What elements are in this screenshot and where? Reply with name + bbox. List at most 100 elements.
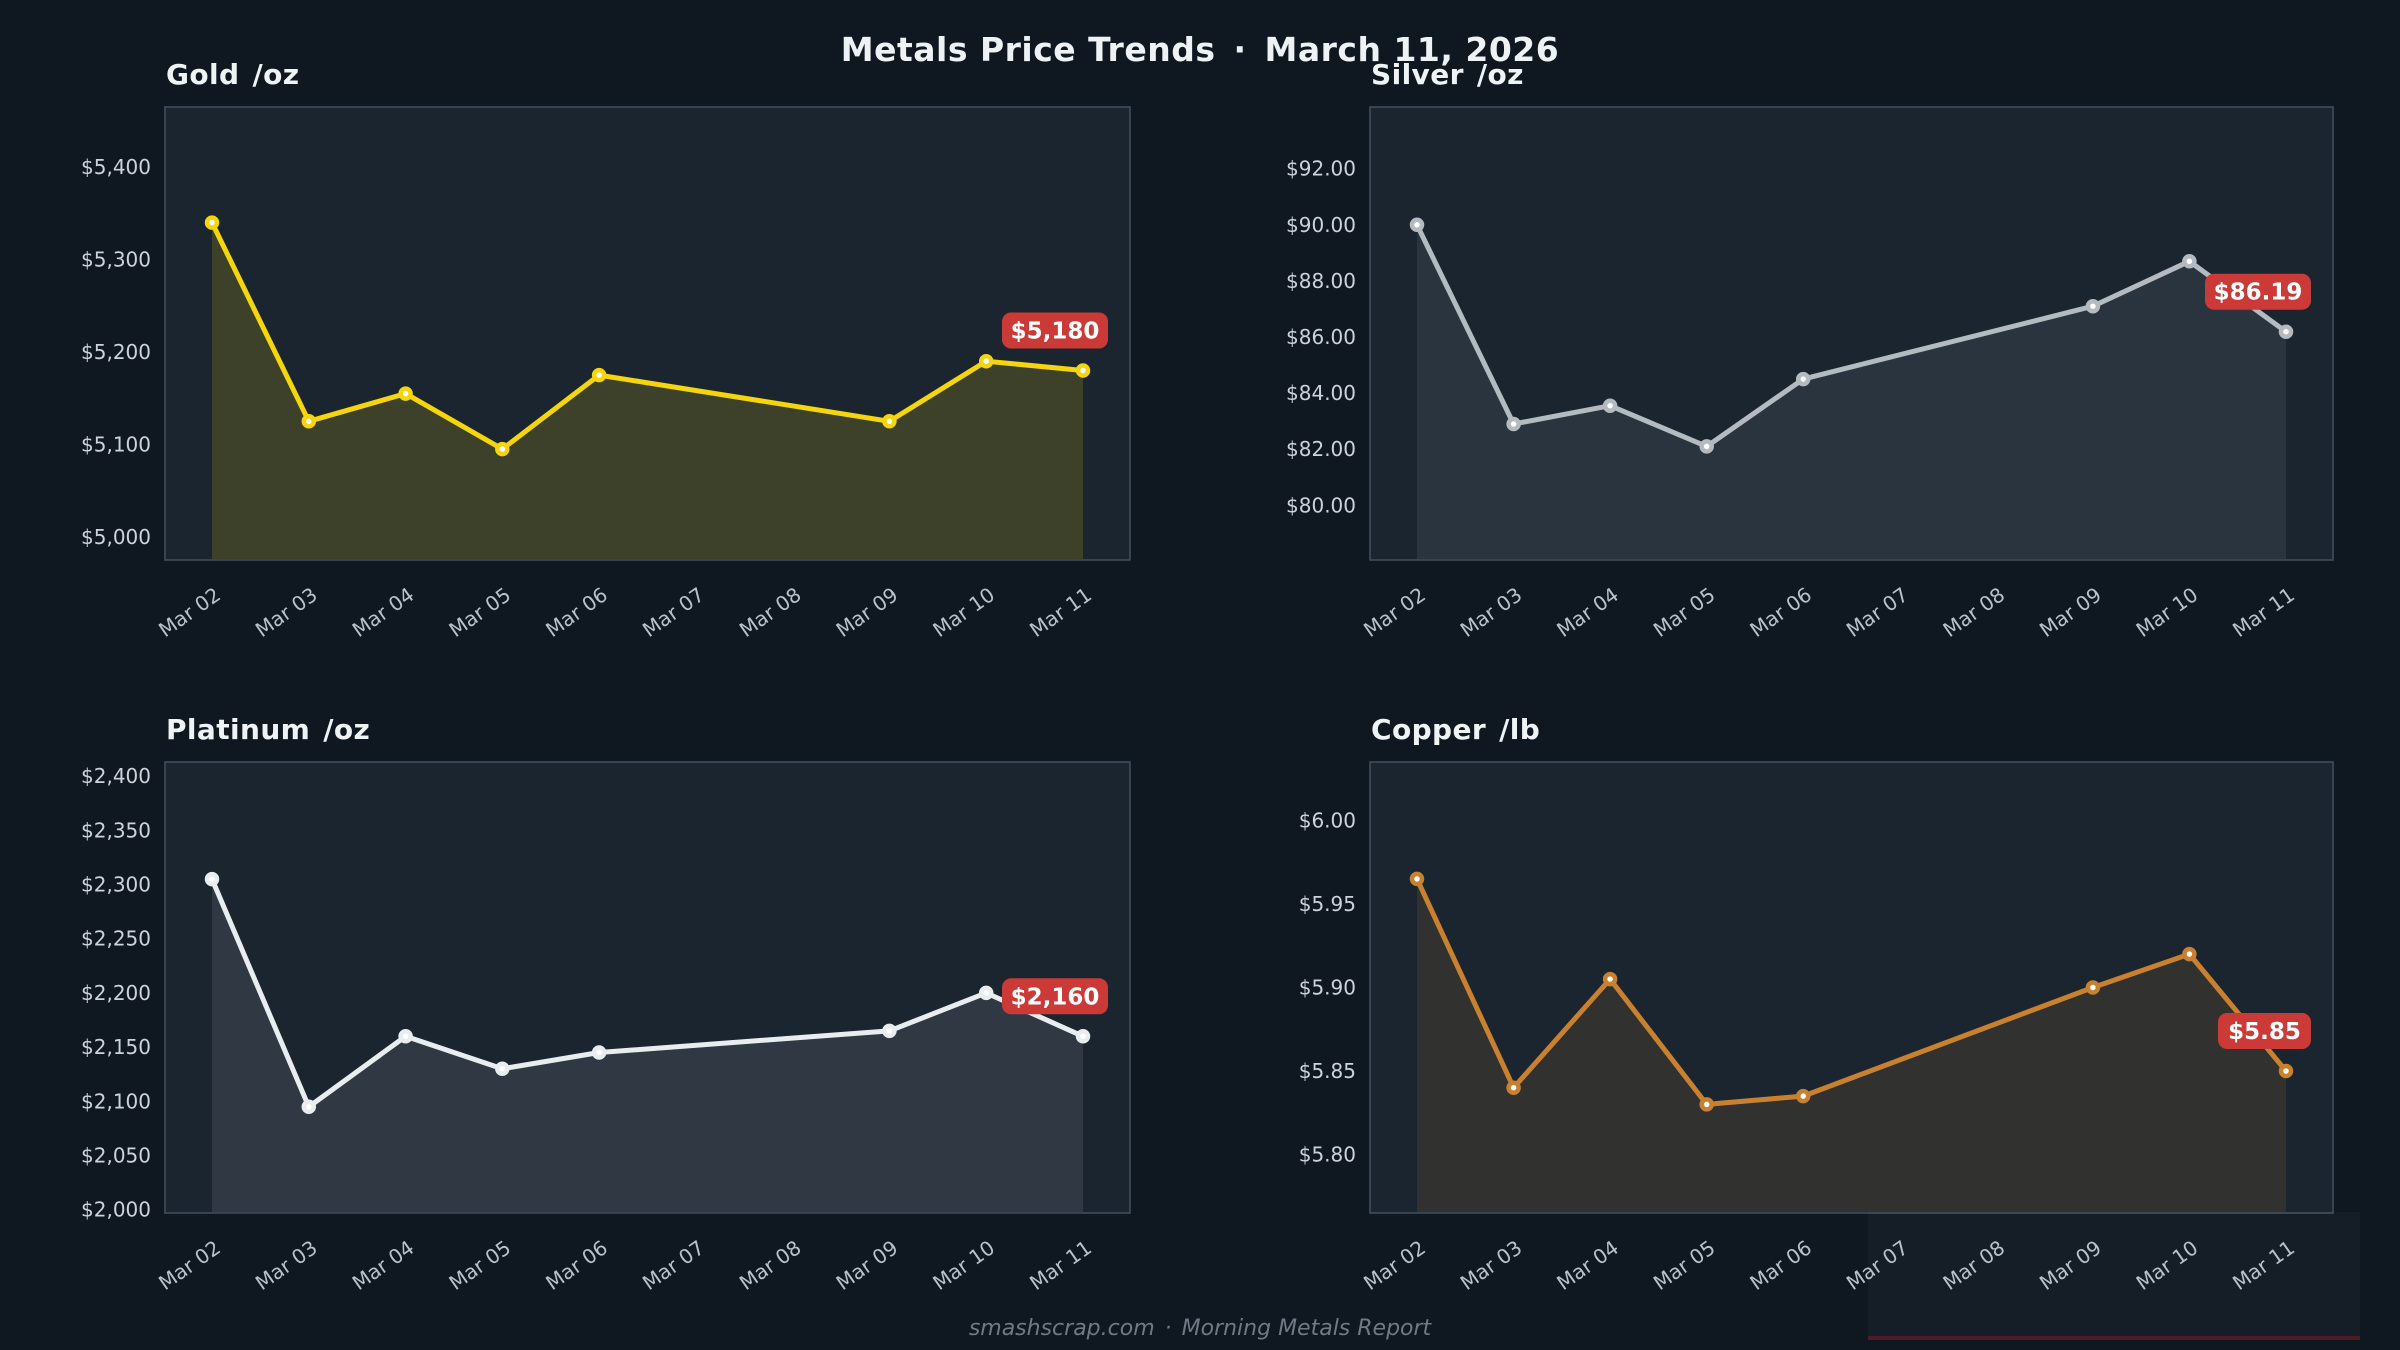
data-point-silver: [2085, 298, 2101, 314]
y-tick-label-gold: $5,100: [81, 432, 151, 456]
x-tick-label-copper: Mar 02: [1359, 1235, 1430, 1295]
x-tick-label-copper: Mar 04: [1552, 1235, 1623, 1295]
metal-name: Platinum: [166, 713, 311, 746]
x-tick-label-copper: Mar 03: [1456, 1235, 1527, 1295]
metal-unit: /lb: [1499, 713, 1541, 746]
metal-name: Silver: [1371, 58, 1464, 91]
x-tick-label-platinum: Mar 10: [928, 1235, 999, 1295]
x-tick-label-platinum: Mar 04: [348, 1235, 419, 1295]
data-point-copper: [1506, 1080, 1521, 1095]
x-tick-label-silver: Mar 02: [1359, 582, 1430, 642]
x-tick-label-platinum: Mar 07: [638, 1235, 709, 1295]
data-point-platinum: [1075, 1029, 1091, 1044]
data-point-silver: [1602, 398, 1618, 413]
x-tick-label-gold: Mar 07: [638, 582, 709, 642]
y-tick-label-copper: $5.80: [1299, 1143, 1356, 1167]
chart-title-gold: Gold/oz: [166, 58, 299, 92]
series-area-platinum: [212, 879, 1083, 1212]
x-tick-label-gold: Mar 09: [832, 582, 903, 642]
series-line-gold: [209, 220, 1086, 452]
last-value-badge-platinum: [1002, 978, 1108, 1015]
y-tick-label-copper: $5.90: [1299, 976, 1356, 1000]
y-tick-label-platinum: $2,150: [81, 1035, 151, 1059]
x-tick-label-platinum: Mar 11: [1025, 1235, 1096, 1295]
x-tick-label-platinum: Mar 06: [541, 1235, 612, 1295]
data-point-gold: [591, 367, 607, 383]
y-tick-label-gold: $5,300: [81, 248, 151, 272]
data-point-copper: [1699, 1097, 1714, 1112]
metal-unit: /oz: [252, 58, 300, 91]
x-tick-label-silver: Mar 09: [2035, 582, 2106, 642]
x-tick-label-platinum: Mar 02: [154, 1235, 225, 1295]
artifact-overlay: [1868, 1212, 2360, 1340]
plot-area-gold: [164, 106, 1131, 561]
data-point-silver: [1795, 371, 1811, 387]
y-tick-label-silver: $80.00: [1286, 493, 1356, 517]
x-tick-label-silver: Mar 04: [1552, 582, 1623, 642]
data-point-copper: [2182, 946, 2197, 962]
chart-title-silver: Silver/oz: [1371, 58, 1524, 92]
y-tick-label-platinum: $2,250: [81, 927, 151, 951]
data-point-silver: [2278, 324, 2294, 339]
data-point-silver: [1409, 217, 1425, 233]
x-tick-label-gold: Mar 05: [444, 582, 515, 642]
x-tick-label-silver: Mar 05: [1649, 582, 1720, 642]
plot-area-copper: [1369, 761, 2334, 1214]
series-line-copper: [1414, 876, 2289, 1107]
metal-unit: /oz: [1476, 58, 1524, 91]
metal-name: Gold: [166, 58, 240, 91]
last-value-label-copper: $5.85: [2228, 1019, 2301, 1045]
data-point-gold: [978, 353, 994, 369]
x-tick-label-copper: Mar 05: [1649, 1235, 1720, 1295]
data-point-platinum: [495, 1061, 510, 1077]
x-tick-label-gold: Mar 03: [251, 582, 322, 642]
metal-name: Copper: [1371, 713, 1487, 746]
footer-report-name: Morning Metals Report: [1181, 1316, 1432, 1341]
data-point-platinum: [204, 871, 220, 887]
y-tick-label-platinum: $2,350: [81, 818, 151, 842]
page-title: Metals Price Trends · March 11, 2026: [0, 30, 2400, 69]
x-tick-label-silver: Mar 07: [1842, 582, 1913, 642]
y-tick-label-silver: $90.00: [1286, 213, 1356, 237]
data-point-gold: [495, 441, 510, 457]
x-tick-label-platinum: Mar 09: [832, 1235, 903, 1295]
x-tick-label-gold: Mar 10: [928, 582, 999, 642]
y-tick-label-gold: $5,200: [81, 340, 151, 364]
y-tick-label-copper: $5.85: [1299, 1059, 1356, 1083]
series-area-copper: [1417, 878, 2286, 1212]
x-tick-label-gold: Mar 02: [154, 582, 225, 642]
series-area-gold: [212, 222, 1083, 559]
x-tick-label-gold: Mar 04: [348, 582, 419, 642]
y-tick-label-platinum: $2,400: [81, 764, 151, 788]
page-title-date: March 11, 2026: [1264, 30, 1560, 69]
y-tick-label-gold: $5,400: [81, 155, 151, 179]
y-tick-label-platinum: $2,200: [81, 981, 151, 1005]
last-value-label-platinum: $2,160: [1011, 984, 1100, 1010]
y-tick-label-silver: $82.00: [1286, 437, 1356, 461]
series-line-silver: [1414, 222, 2289, 449]
data-point-copper: [1602, 971, 1618, 987]
series-area-silver: [1417, 224, 2286, 560]
chart-title-copper: Copper/lb: [1371, 713, 1540, 747]
footer-site: smashscrap.com: [968, 1316, 1155, 1341]
y-tick-label-platinum: $2,100: [81, 1089, 151, 1113]
x-tick-label-silver: Mar 08: [1938, 582, 2009, 642]
page-footer: smashscrap.com · Morning Metals Report: [0, 1316, 2400, 1341]
x-tick-label-platinum: Mar 05: [444, 1235, 515, 1295]
last-value-label-gold: $5,180: [1011, 319, 1100, 345]
y-tick-label-silver: $88.00: [1286, 269, 1356, 293]
x-tick-label-gold: Mar 11: [1025, 582, 1096, 642]
data-point-gold: [1075, 363, 1091, 378]
y-tick-label-gold: $5,000: [81, 525, 151, 549]
data-point-silver: [2182, 254, 2197, 269]
data-point-gold: [882, 414, 897, 429]
footer-separator: ·: [1164, 1316, 1172, 1341]
x-tick-label-platinum: Mar 03: [251, 1235, 322, 1295]
data-point-copper: [1409, 871, 1425, 887]
last-value-badge-gold: [1002, 312, 1108, 349]
data-point-platinum: [591, 1045, 607, 1060]
data-point-copper: [1795, 1088, 1811, 1104]
data-point-platinum: [882, 1023, 897, 1039]
data-point-platinum: [398, 1029, 413, 1044]
